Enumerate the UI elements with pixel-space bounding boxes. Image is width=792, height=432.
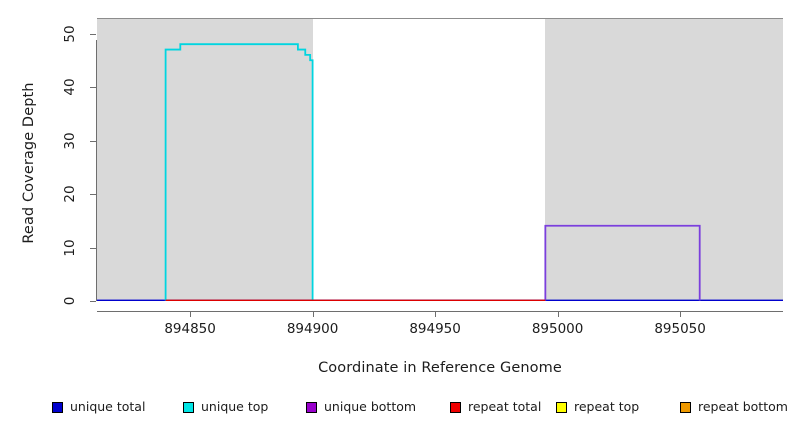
legend-swatch-icon <box>183 401 194 413</box>
x-axis-line <box>97 311 783 312</box>
y-tick-mark <box>90 87 96 89</box>
y-tick-mark <box>90 34 96 36</box>
legend-item-unique-total[interactable]: unique total <box>52 398 145 416</box>
chart-legend: unique total unique top unique bottom repea… <box>0 398 792 418</box>
series-unique-top <box>164 43 314 301</box>
series-unique-bottom <box>544 224 701 301</box>
legend-item-repeat-total[interactable]: repeat total <box>450 398 541 416</box>
y-tick-label: 50 <box>62 25 78 43</box>
legend-swatch-icon <box>450 401 461 413</box>
y-tick-label: 10 <box>62 239 78 257</box>
legend-item-unique-bottom[interactable]: unique bottom <box>306 398 416 416</box>
x-tick-mark <box>680 311 682 317</box>
y-axis-line <box>96 40 97 301</box>
y-tick-label: 0 <box>62 296 78 306</box>
legend-item-unique-top[interactable]: unique top <box>183 398 268 416</box>
x-tick-label: 895050 <box>654 321 706 337</box>
plot-panel <box>97 18 783 301</box>
legend-swatch-icon <box>556 401 567 413</box>
legend-label: unique bottom <box>324 399 417 414</box>
legend-label: repeat bottom <box>698 399 788 414</box>
shaded-region-1 <box>97 18 313 301</box>
legend-swatch-icon <box>52 401 63 413</box>
legend-swatch-icon <box>680 401 691 413</box>
panel-top-border <box>97 18 783 19</box>
y-tick-mark <box>90 247 96 249</box>
shaded-region-2 <box>545 18 783 301</box>
y-tick-mark <box>90 301 96 302</box>
x-tick-label: 894850 <box>164 321 216 337</box>
x-tick-mark <box>190 311 192 317</box>
x-tick-label: 894950 <box>409 321 461 337</box>
y-tick-label: 20 <box>62 185 78 203</box>
legend-swatch-icon <box>306 401 317 413</box>
y-tick-mark <box>90 140 96 142</box>
legend-item-repeat-top[interactable]: repeat top <box>556 398 639 416</box>
x-tick-mark <box>435 311 437 317</box>
y-tick-label: 40 <box>62 78 78 96</box>
y-tick-label: 30 <box>62 132 78 150</box>
x-tick-label: 895000 <box>531 321 584 337</box>
legend-label: repeat total <box>468 399 542 414</box>
x-tick-mark <box>312 311 314 317</box>
y-axis-title: Read Coverage Depth <box>21 82 37 244</box>
x-axis-title: Coordinate in Reference Genome <box>318 360 562 376</box>
x-tick-label: 894900 <box>286 321 339 337</box>
legend-label: repeat top <box>574 399 640 414</box>
series-layer <box>97 43 783 301</box>
legend-label: unique total <box>70 399 146 414</box>
x-tick-mark <box>557 311 559 317</box>
y-tick-mark <box>90 194 96 196</box>
legend-label: unique top <box>201 399 269 414</box>
legend-item-repeat-bottom[interactable]: repeat bottom <box>680 398 788 416</box>
